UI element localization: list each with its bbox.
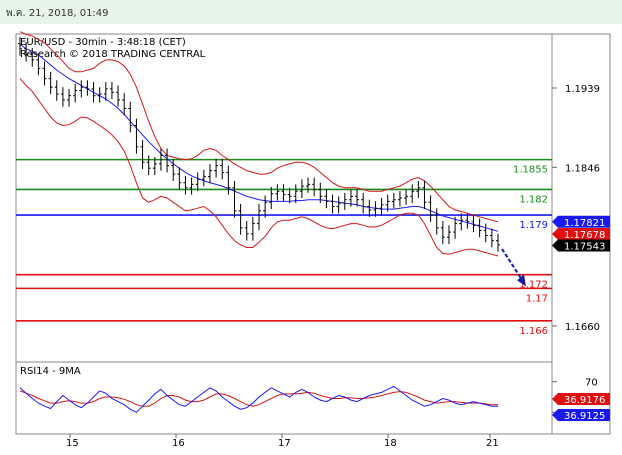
chart-subtitle: Research © 2018 TRADING CENTRAL [20,49,206,60]
price-badge-bg [552,239,610,252]
level-label: 1.17 [526,293,548,304]
price-tick-label: 1.1846 [565,163,600,174]
bollinger-bands [19,31,499,257]
level-label: 1.179 [519,220,548,231]
rsi-ma-line [19,390,498,407]
rsi-tick-label: 70 [585,378,598,389]
level-label: 1.182 [519,194,548,205]
price-tick-label: 1.1939 [565,84,600,95]
x-tick-label: 15 [66,438,79,449]
price-badge-label: 1.17821 [564,218,605,229]
bollinger-upper [19,31,499,223]
rsi-line [19,385,498,413]
rsi-lines [19,385,498,413]
bollinger-lower [19,78,499,257]
rsi-panel [15,361,553,435]
price-badge-bg [552,215,610,228]
x-tick-label: 17 [278,438,291,449]
price-badge-bg [552,227,610,240]
chart-title: EUR/USD - 30min - 3:48:18 (CET) [20,37,186,48]
rsi-badges: 36.9176 36.9125 [552,393,610,422]
timestamp: พ.ค. 21, 2018, 01:49 [6,8,109,19]
arrow-head [517,274,526,287]
forecast-arrow-icon [501,248,526,287]
x-tick-label: 21 [486,438,499,449]
x-axis: 15 16 17 18 21 [66,434,499,449]
rsi-title: RSI14 - 9MA [20,366,81,377]
main-panel [15,33,553,387]
arrow-shaft [501,248,524,282]
rsi-badge-bg [552,393,610,406]
price-badge-label: 1.17543 [564,241,605,252]
price-tick-label: 1.1660 [565,322,600,333]
level-lines: 1.1855 1.182 1.179 1.172 1.17 1.166 [16,158,552,337]
rsi-badge-label: 36.9176 [564,395,605,406]
price-ticks: 1.1939 1.1846 1.1660 [552,84,600,333]
x-tick-label: 16 [172,438,185,449]
price-badge-label: 1.17678 [564,230,605,241]
timestamp-bar: พ.ค. 21, 2018, 01:49 [0,0,622,24]
level-label: 1.172 [519,280,548,291]
rsi-badge-bg [552,409,610,422]
price-chart: EUR/USD - 30min - 3:48:18 (CET) Research… [15,31,611,449]
rsi-badge-label: 36.9125 [564,411,605,422]
level-label: 1.166 [519,326,548,337]
level-label: 1.1855 [513,165,548,176]
x-tick-label: 18 [384,438,397,449]
candles [18,36,500,252]
